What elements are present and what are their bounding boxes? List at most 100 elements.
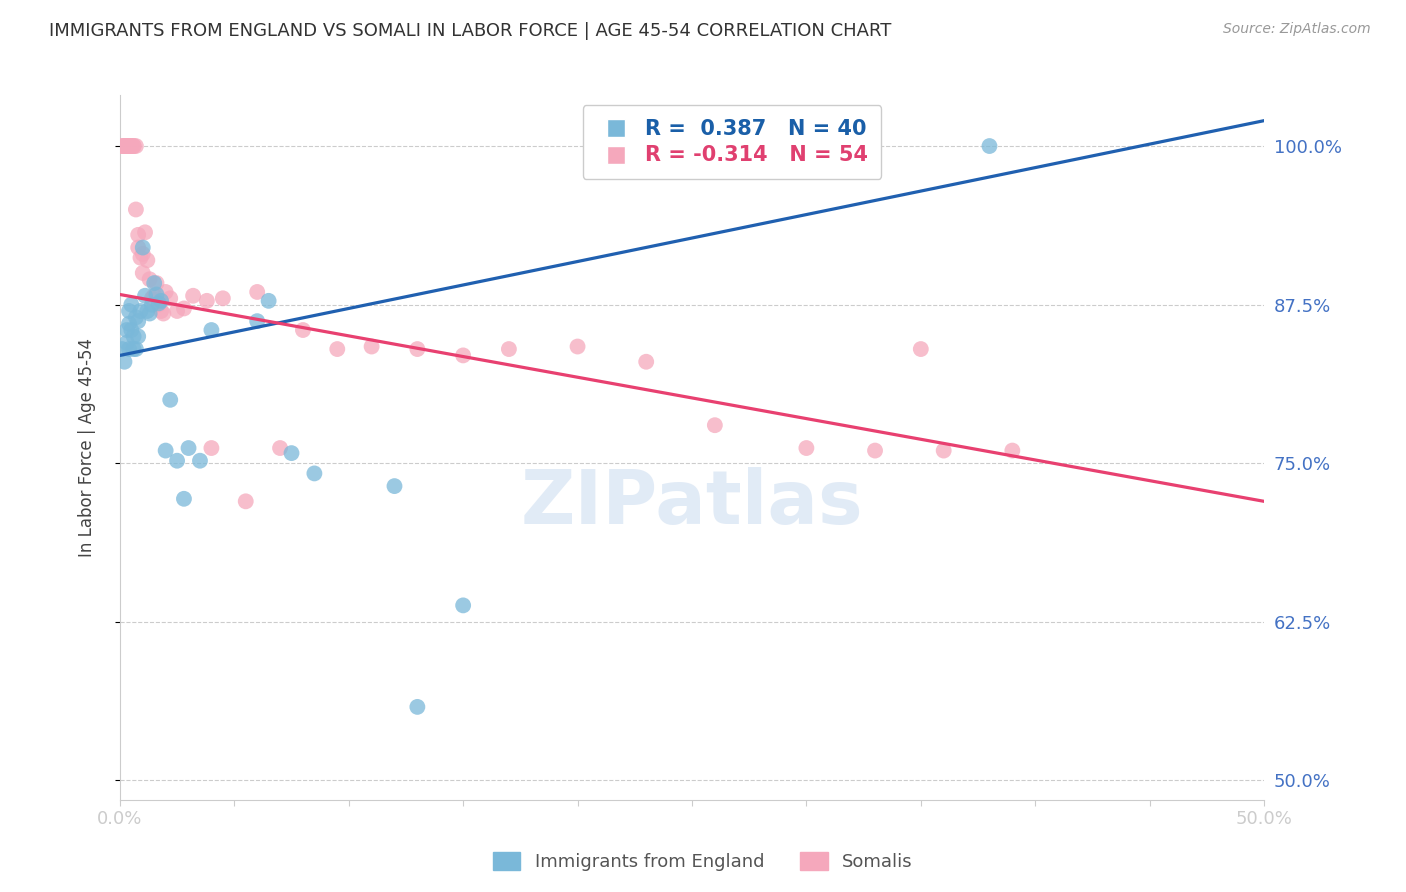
Point bbox=[246, 314, 269, 328]
Point bbox=[159, 291, 181, 305]
Point bbox=[166, 454, 188, 468]
Point bbox=[703, 418, 725, 433]
Point bbox=[143, 289, 166, 303]
Point bbox=[143, 276, 166, 290]
Point bbox=[269, 441, 291, 455]
Point bbox=[138, 272, 160, 286]
Point bbox=[406, 699, 429, 714]
Point bbox=[118, 342, 141, 356]
Point bbox=[134, 289, 156, 303]
Point bbox=[451, 348, 474, 362]
Point bbox=[141, 298, 163, 312]
Point bbox=[118, 304, 141, 318]
Point bbox=[195, 293, 218, 308]
Point bbox=[120, 298, 142, 312]
Point bbox=[127, 329, 149, 343]
Point bbox=[155, 285, 177, 299]
Point bbox=[360, 339, 382, 353]
Point bbox=[136, 253, 159, 268]
Point bbox=[326, 342, 349, 356]
Point bbox=[115, 335, 138, 350]
Point bbox=[181, 289, 204, 303]
Point bbox=[188, 454, 211, 468]
Point bbox=[111, 139, 134, 153]
Point bbox=[115, 323, 138, 337]
Point bbox=[122, 139, 145, 153]
Point bbox=[120, 139, 142, 153]
Point bbox=[120, 139, 142, 153]
Point bbox=[212, 291, 235, 305]
Point bbox=[111, 139, 134, 153]
Text: Source: ZipAtlas.com: Source: ZipAtlas.com bbox=[1223, 22, 1371, 37]
Legend: R =  0.387   N = 40, R = -0.314   N = 54: R = 0.387 N = 40, R = -0.314 N = 54 bbox=[582, 105, 882, 179]
Point bbox=[498, 342, 520, 356]
Point bbox=[567, 339, 589, 353]
Point bbox=[1001, 443, 1024, 458]
Point bbox=[122, 139, 145, 153]
Point bbox=[155, 443, 177, 458]
Point bbox=[115, 139, 138, 153]
Point bbox=[132, 266, 155, 280]
Point bbox=[246, 285, 269, 299]
Point bbox=[114, 355, 136, 369]
Point bbox=[979, 139, 1001, 153]
Point bbox=[134, 225, 156, 239]
Point bbox=[173, 301, 195, 316]
Point bbox=[304, 467, 326, 481]
Point bbox=[125, 202, 148, 217]
Point bbox=[152, 306, 174, 320]
Point bbox=[132, 241, 155, 255]
Point bbox=[129, 304, 152, 318]
Point bbox=[200, 323, 222, 337]
Point bbox=[122, 329, 145, 343]
Point bbox=[145, 287, 167, 301]
Point bbox=[932, 443, 955, 458]
Text: IMMIGRANTS FROM ENGLAND VS SOMALI IN LABOR FORCE | AGE 45-54 CORRELATION CHART: IMMIGRANTS FROM ENGLAND VS SOMALI IN LAB… bbox=[49, 22, 891, 40]
Point bbox=[125, 310, 148, 325]
Point bbox=[145, 276, 167, 290]
Point bbox=[118, 139, 141, 153]
Legend: Immigrants from England, Somalis: Immigrants from England, Somalis bbox=[486, 845, 920, 879]
Point bbox=[291, 323, 314, 337]
Point bbox=[125, 342, 148, 356]
Point bbox=[910, 342, 932, 356]
Point bbox=[141, 291, 163, 305]
Point bbox=[127, 227, 149, 242]
Point bbox=[280, 446, 302, 460]
Point bbox=[125, 139, 148, 153]
Point bbox=[115, 139, 138, 153]
Point bbox=[114, 139, 136, 153]
Point bbox=[118, 139, 141, 153]
Point bbox=[136, 304, 159, 318]
Point bbox=[257, 293, 280, 308]
Point bbox=[863, 443, 886, 458]
Point bbox=[132, 247, 155, 261]
Point bbox=[235, 494, 257, 508]
Point bbox=[150, 293, 173, 308]
Point bbox=[114, 139, 136, 153]
Point bbox=[138, 306, 160, 320]
Point bbox=[451, 599, 474, 613]
Point bbox=[796, 441, 818, 455]
Point bbox=[127, 314, 149, 328]
Point bbox=[406, 342, 429, 356]
Point bbox=[166, 304, 188, 318]
Point bbox=[636, 355, 658, 369]
Point bbox=[200, 441, 222, 455]
Point bbox=[177, 441, 200, 455]
Point bbox=[148, 296, 170, 310]
Point bbox=[173, 491, 195, 506]
Text: ZIPatlas: ZIPatlas bbox=[520, 467, 863, 541]
Point bbox=[118, 317, 141, 331]
Point bbox=[115, 139, 138, 153]
Point bbox=[150, 304, 173, 318]
Point bbox=[384, 479, 406, 493]
Point bbox=[148, 298, 170, 312]
Point bbox=[159, 392, 181, 407]
Y-axis label: In Labor Force | Age 45-54: In Labor Force | Age 45-54 bbox=[79, 338, 96, 557]
Point bbox=[129, 251, 152, 265]
Point bbox=[122, 342, 145, 356]
Point bbox=[111, 342, 134, 356]
Point bbox=[120, 323, 142, 337]
Point bbox=[127, 241, 149, 255]
